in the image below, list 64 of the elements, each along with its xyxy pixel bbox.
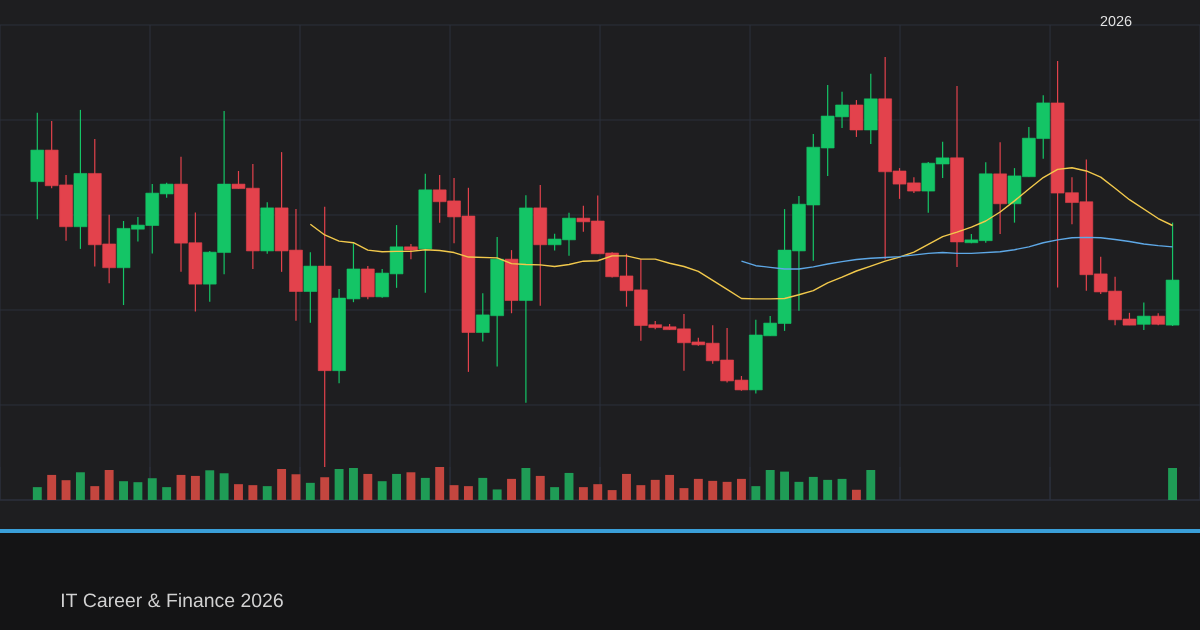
bar [61,480,71,500]
candlestick [1137,301,1151,331]
bar [708,480,718,500]
bar [794,481,804,500]
bar [866,469,876,500]
bar [147,478,157,500]
bar [420,477,430,500]
bar [363,473,373,500]
bar [104,469,114,500]
bar [392,473,402,500]
bar [507,478,516,500]
bar [665,474,675,500]
bar [234,484,243,500]
bar [47,474,57,500]
bar [176,474,186,500]
bar [463,486,473,500]
bar [248,485,258,500]
bar [32,487,42,500]
bar [693,478,703,500]
bar [823,479,833,500]
bar [262,486,272,500]
bar [622,473,631,500]
bar [449,485,459,500]
bar [377,481,387,500]
bar [780,471,790,500]
bar [593,484,603,500]
bar [722,481,732,500]
bar [277,468,287,500]
bar [162,487,172,500]
bar [679,488,689,500]
bar [291,474,301,500]
bar [1168,467,1178,500]
bar [334,468,344,500]
text: IT Career & Finance 2026 [62,592,283,608]
bar [636,485,646,500]
bar [737,478,746,500]
text: 2026 [1100,15,1132,27]
bar [190,475,200,500]
bar [650,479,660,500]
bar [607,490,617,500]
bar [765,469,775,500]
bar [119,481,128,500]
bar [435,467,445,500]
bar [578,487,588,500]
bar [751,486,761,500]
bar [219,473,229,500]
bar [837,478,847,500]
bar [535,475,545,500]
bar [564,472,574,500]
bar [478,477,488,500]
bar [406,472,416,500]
bar [521,467,531,500]
bar [320,477,330,500]
bar [305,482,315,500]
bar [492,489,502,500]
bar [133,482,143,500]
bar [349,467,358,500]
bar [75,472,85,500]
bar [90,486,100,500]
bar [851,489,861,500]
bar [550,487,560,500]
bar [808,476,818,500]
candlestick [404,243,418,260]
bar [205,470,215,500]
